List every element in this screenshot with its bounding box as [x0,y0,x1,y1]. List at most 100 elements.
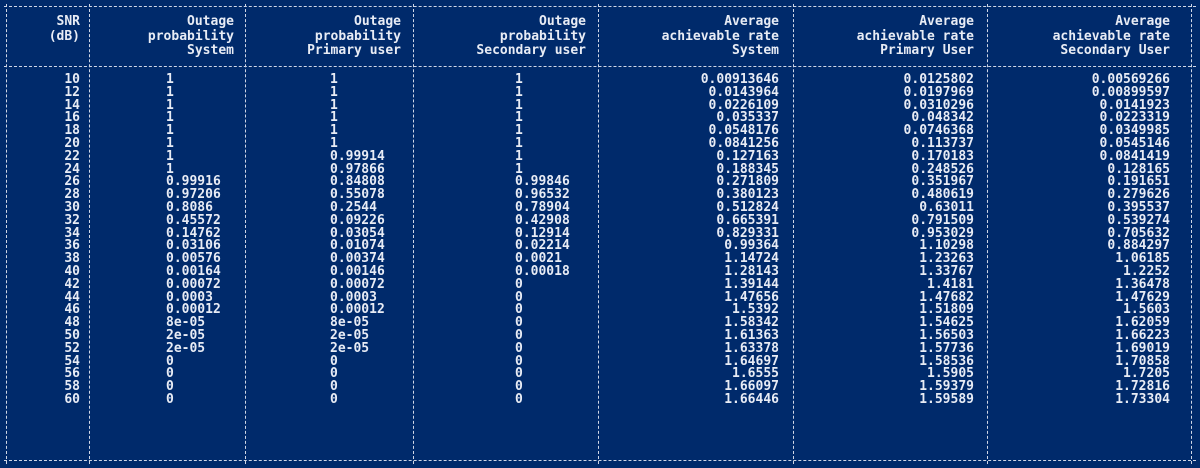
cell-outage-system: 0.45572 [166,212,221,228]
cell-rate-primary: 1.59589 [919,391,974,407]
table-row: 48 8e-05 8e-05 0 1.58342 1.54625 1.62059 [0,315,1200,331]
table-row: 12 1 1 1 0.0143964 0.0197969 0.00899597 [0,84,1200,100]
cell-outage-primary: 1 [330,97,338,113]
cell-snr: 24 [64,161,80,177]
cell-snr: 36 [64,238,80,254]
cell-outage-system: 1 [166,161,174,177]
cell-outage-secondary: 0.42908 [515,212,570,228]
cell-outage-primary: 0 [330,366,338,382]
table-row: 40 0.00164 0.00146 0.00018 1.28143 1.33767 1.2… [0,263,1200,279]
bottom-rule [4,460,1196,461]
header-outage-system: Outage probability System [147,14,234,59]
table-row: 18 1 1 1 0.0548176 0.0746368 0.0349985 [0,123,1200,139]
cell-snr: 46 [64,302,80,318]
cell-rate-secondary: 1.7205 [1123,366,1170,382]
column-separator [413,4,414,464]
cell-rate-secondary: 1.06185 [1115,251,1170,267]
cell-rate-secondary: 0.00899597 [1091,84,1170,100]
cell-rate-system: 1.28143 [724,263,779,279]
cell-rate-secondary: 0.395537 [1107,199,1170,215]
cell-rate-secondary: 0.0141923 [1099,97,1170,113]
cell-snr: 48 [64,315,80,331]
cell-rate-system: 0.188345 [716,161,779,177]
header-line: achievable rate [856,28,974,44]
cell-outage-secondary: 1 [515,110,523,126]
cell-rate-secondary: 1.73304 [1115,391,1170,407]
cell-snr: 44 [64,289,80,305]
cell-outage-system: 8e-05 [166,315,206,331]
header-line: Average [919,14,974,29]
cell-outage-secondary: 1 [515,135,523,151]
header-line: probability [147,28,234,44]
cell-rate-system: 1.66446 [724,391,779,407]
cell-outage-primary: 2e-05 [330,327,370,343]
cell-outage-secondary: 0.96532 [515,187,570,203]
cell-rate-primary: 0.0125802 [903,72,974,87]
cell-outage-secondary: 0.99846 [515,174,570,190]
header-line: Primary User [880,43,974,58]
header-line: System [187,43,234,58]
cell-outage-primary: 1 [330,135,338,151]
cell-outage-system: 0.00164 [166,263,221,279]
cell-rate-primary: 0.113737 [911,135,974,151]
cell-rate-secondary: 0.884297 [1107,238,1170,254]
cell-rate-primary: 1.54625 [919,315,974,331]
header-line: Secondary User [1060,43,1170,58]
cell-snr: 14 [64,97,80,113]
cell-outage-primary: 0 [330,379,338,395]
table-row: 26 0.99916 0.84808 0.99846 0.271809 0.351967 0… [0,174,1200,190]
cell-rate-primary: 1.51809 [919,302,974,318]
table-row: 28 0.97206 0.55078 0.96532 0.380123 0.480619 0… [0,187,1200,203]
cell-rate-system: 0.035337 [716,110,779,126]
cell-outage-secondary: 1 [515,84,523,100]
cell-outage-system: 0 [166,391,174,407]
cell-rate-primary: 0.480619 [911,187,974,203]
cell-outage-secondary: 0 [515,366,523,382]
header-line: Secondary user [476,43,586,58]
cell-outage-secondary: 0 [515,391,523,407]
column-separator [89,4,90,464]
cell-snr: 60 [64,391,80,407]
header-rule [4,66,1196,67]
cell-snr: 18 [64,123,80,139]
cell-outage-secondary: 0.0021 [515,251,562,267]
header-line: System [732,43,779,58]
cell-rate-primary: 0.0746368 [903,123,974,139]
table-row: 46 0.00012 0.00012 0 1.5392 1.51809 1.5603 [0,302,1200,318]
header-outage-primary: Outage probability Primary user [307,14,401,59]
cell-rate-system: 0.665391 [716,212,779,228]
cell-rate-system: 1.66097 [724,379,779,395]
cell-outage-secondary: 1 [515,148,523,164]
cell-rate-primary: 1.5905 [927,366,974,382]
cell-outage-primary: 0.03054 [330,225,385,241]
header-line: probability [499,28,586,44]
cell-rate-secondary: 1.47629 [1115,289,1170,305]
column-separator [245,4,246,464]
cell-outage-system: 1 [166,72,174,87]
cell-rate-system: 0.271809 [716,174,779,190]
cell-rate-secondary: 1.36478 [1115,276,1170,292]
column-separator [598,4,599,464]
cell-rate-system: 0.0226109 [708,97,779,113]
cell-outage-system: 0.0003 [166,289,213,305]
cell-outage-system: 0 [166,353,174,369]
cell-snr: 30 [64,199,80,215]
header-line: (dB) [48,28,80,44]
cell-rate-secondary: 1.66223 [1115,327,1170,343]
cell-outage-primary: 0.00072 [330,276,385,292]
table-row: 44 0.0003 0.0003 0 1.47656 1.47682 1.47629 [0,289,1200,305]
cell-rate-system: 1.5392 [732,302,779,318]
cell-outage-system: 1 [166,135,174,151]
header-line: Average [724,14,779,29]
cell-outage-system: 0.00012 [166,302,221,318]
cell-snr: 50 [64,327,80,343]
cell-rate-system: 1.58342 [724,315,779,331]
cell-snr: 40 [64,263,80,279]
table-row: 50 2e-05 2e-05 0 1.61363 1.56503 1.66223 [0,327,1200,343]
cell-rate-secondary: 1.5603 [1123,302,1170,318]
top-rule [4,6,1196,7]
cell-outage-secondary: 0.12914 [515,225,570,241]
cell-rate-system: 1.47656 [724,289,779,305]
cell-rate-primary: 1.47682 [919,289,974,305]
